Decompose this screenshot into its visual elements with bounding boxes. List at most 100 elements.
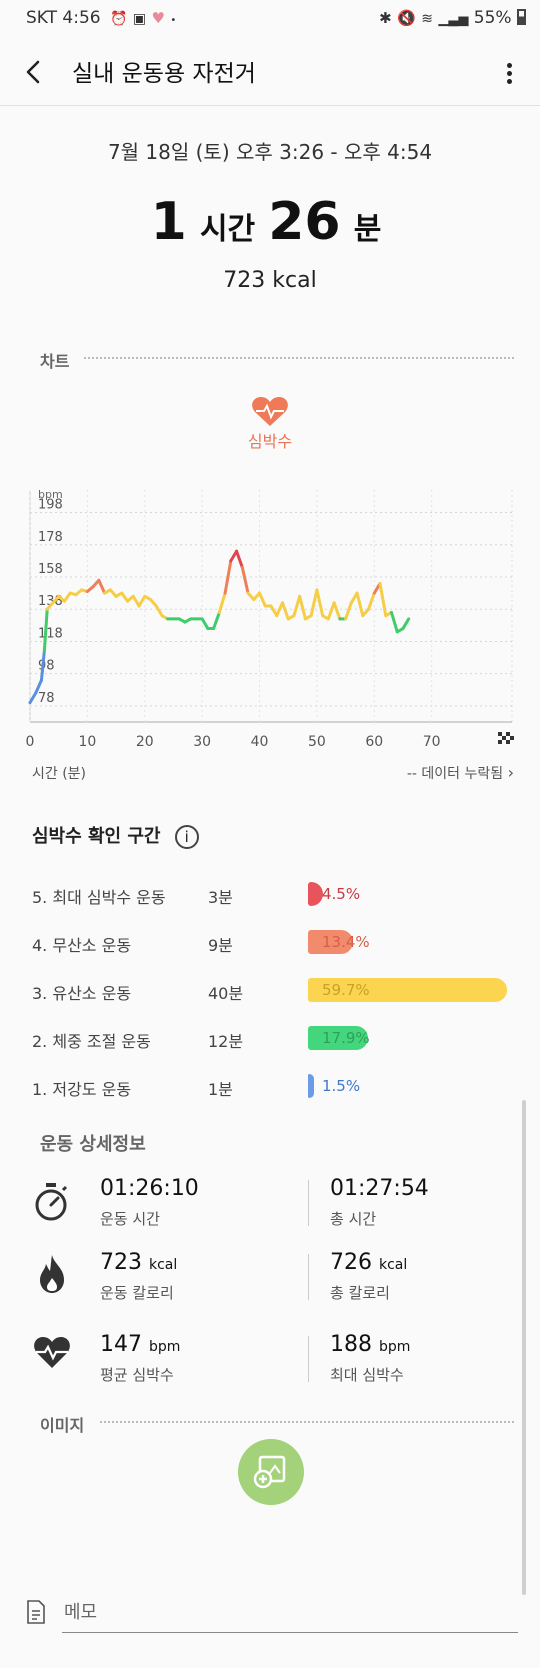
zone-percentage: 59.7% <box>322 981 370 999</box>
zone-name: 5. 최대 심박수 운동 <box>32 888 166 907</box>
flame-icon <box>38 1254 66 1294</box>
heart-rate-segment <box>378 581 388 618</box>
missing-data-link[interactable]: -- 데이터 누락됨 › <box>407 763 514 783</box>
add-image-button[interactable] <box>238 1439 304 1505</box>
zone-name: 1. 저강도 운동 <box>32 1080 132 1099</box>
divider <box>100 1421 514 1423</box>
battery-icon <box>517 9 526 25</box>
y-axis-unit: bpm <box>38 488 63 501</box>
duration-minutes-unit: 분 <box>353 212 382 247</box>
back-button[interactable] <box>22 54 62 90</box>
heart-rate-segment <box>34 678 43 695</box>
x-tick-label: 10 <box>78 734 96 750</box>
avg-heart-rate-label: 평균 심박수 <box>100 1366 174 1384</box>
heart-rate-segment <box>200 617 210 631</box>
stopwatch-icon <box>34 1182 68 1222</box>
chart-section-header: 차트 <box>40 352 70 371</box>
memo-underline <box>62 1632 518 1633</box>
flag-square <box>506 732 510 736</box>
x-tick-label: 60 <box>365 734 383 750</box>
flag-square <box>498 740 502 744</box>
chart-metric-label: 심박수 <box>247 432 293 451</box>
flag-square <box>498 732 502 736</box>
zone-name: 4. 무산소 운동 <box>32 936 132 955</box>
heart-rate-segment <box>258 591 267 608</box>
zone-percentage: 1.5% <box>322 1077 361 1095</box>
x-tick-label: 70 <box>423 734 441 750</box>
zone-name: 3. 유산소 운동 <box>32 984 132 1003</box>
wifi-icon: ≋ <box>421 11 433 27</box>
total-calories-detail: 726 kcal <box>330 1250 407 1275</box>
heart-rate-segment <box>39 649 46 682</box>
heart-rate-segment <box>235 549 244 569</box>
heart-rate-segment <box>223 559 233 595</box>
heart-rate-segment <box>332 601 342 621</box>
info-icon[interactable]: i <box>174 825 199 849</box>
mute-icon: 🔇 <box>397 9 416 27</box>
workout-calories-label: 운동 칼로리 <box>100 1284 174 1302</box>
avg-heart-rate: 147 bpm <box>100 1332 180 1357</box>
divider <box>308 1180 309 1226</box>
divider <box>84 357 514 359</box>
heart-rate-segment <box>355 591 365 618</box>
duration-minutes: 26 <box>268 192 341 252</box>
memo-icon <box>26 1600 46 1624</box>
images-section-header: 이미지 <box>40 1416 85 1435</box>
zone-bar <box>308 882 323 906</box>
y-tick-label: 178 <box>38 530 63 545</box>
zone-name: 2. 체중 조절 운동 <box>32 1032 151 1051</box>
heart-rate-segment <box>131 594 141 608</box>
zones-header: 심박수 확인 구간 i <box>32 822 199 849</box>
y-tick-label: 118 <box>38 626 63 641</box>
zone-bar <box>308 1074 314 1098</box>
bpm-unit: bpm <box>149 1339 181 1355</box>
scrollbar[interactable] <box>522 1100 526 1595</box>
x-tick-label: 0 <box>26 734 35 750</box>
total-time-value: 01:27:54 <box>330 1176 429 1201</box>
details-header: 운동 상세정보 <box>40 1134 146 1155</box>
chevron-right-icon: › <box>507 763 514 782</box>
alarm-icon: ⏰ <box>110 11 128 27</box>
heart-rate-segment <box>298 594 307 621</box>
finish-flag-icon <box>498 732 514 744</box>
x-tick-label: 20 <box>136 734 154 750</box>
zone-bar <box>308 978 507 1002</box>
heart-icon: ♥ <box>151 9 165 27</box>
heart-rate-segment <box>42 607 49 653</box>
flag-square <box>506 740 510 744</box>
heart-rate-icon <box>250 396 290 428</box>
duration: 1 시간 26 분 <box>0 192 540 252</box>
signal-icon: ▁▃▅ <box>438 12 469 27</box>
back-arrow-icon <box>26 60 40 84</box>
avg-heart-rate-value: 147 <box>100 1332 142 1357</box>
more-options-button[interactable] <box>494 54 524 90</box>
total-calories: 723 kcal <box>223 268 317 293</box>
y-tick-label: 98 <box>38 659 55 674</box>
duration-hours: 1 <box>150 192 187 252</box>
app-bar: 실내 운동용 자전거 <box>0 36 540 106</box>
heart-rate-segment <box>390 610 399 634</box>
heart-rate-segment <box>292 594 302 618</box>
heart-rate-segment <box>315 588 325 618</box>
max-heart-rate: 188 bpm <box>330 1332 410 1357</box>
x-tick-label: 50 <box>308 734 326 750</box>
heart-rate-segment <box>240 565 250 595</box>
y-tick-label: 78 <box>38 691 55 706</box>
total-time-label: 총 시간 <box>330 1210 377 1228</box>
heart-rate-segment <box>62 591 72 603</box>
x-tick-label: 40 <box>251 734 269 750</box>
zone-bar <box>308 930 353 954</box>
y-tick-label: 158 <box>38 562 63 577</box>
workout-calories-value: 723 <box>100 1250 142 1275</box>
y-tick-label: 198 <box>38 498 63 513</box>
flag-square <box>502 736 506 740</box>
status-bar: SKT 4:56 ⏰ ▣ ♥ • ✱ 🔇 ≋ ▁▃▅ 55% <box>0 0 540 36</box>
more-vert-icon <box>494 54 524 84</box>
zone-time: 40분 <box>208 984 244 1003</box>
memo-input[interactable]: 메모 <box>64 1602 98 1623</box>
zone-percentage: 17.9% <box>322 1029 370 1047</box>
heart-rate-segment <box>212 610 221 631</box>
zone-time: 3분 <box>208 888 233 907</box>
max-heart-rate-label: 최대 심박수 <box>330 1366 404 1384</box>
